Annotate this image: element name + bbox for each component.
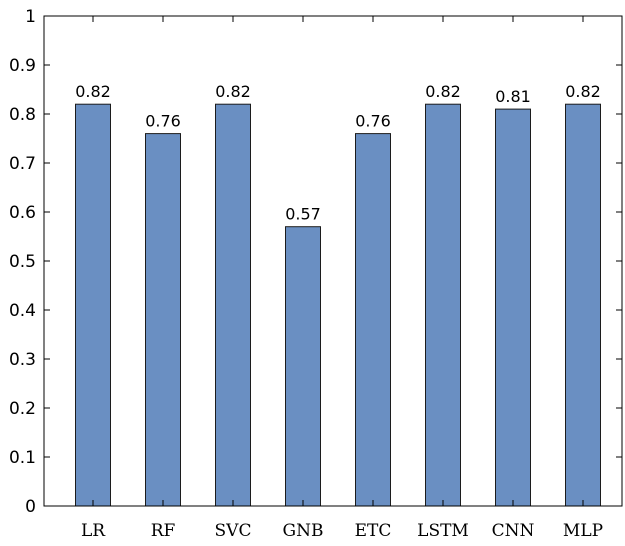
labels-layer: 0 0.1 0.2 0.3 0.4 0.5 0.6 0.7 0.8 0.9 1 LR 0.82 RF 0.7…: [9, 7, 603, 541]
x-tick-label: SVC: [215, 521, 252, 541]
data-label: 0.82: [565, 82, 601, 101]
bar-lr: [75, 103, 111, 507]
bar-rf: [145, 133, 181, 507]
y-tick-label: 0.8: [9, 105, 36, 125]
data-label: 0.76: [355, 112, 391, 131]
x-tick-label: RF: [151, 521, 176, 541]
plot-frame: [43, 15, 623, 507]
bars-layer: [75, 103, 601, 507]
y-tick-label: 0.9: [9, 56, 36, 76]
ticks-layer: [44, 15, 622, 507]
data-label: 0.81: [495, 87, 531, 106]
y-tick-label: 0: [25, 497, 36, 517]
x-tick-label: LSTM: [417, 521, 469, 541]
bar-svc: [215, 103, 251, 507]
y-tick-label: 0.5: [9, 252, 36, 272]
bar-etc: [355, 133, 391, 507]
y-tick-label: 0.2: [9, 399, 36, 419]
bar-gnb: [285, 226, 321, 507]
data-label: 0.82: [215, 82, 251, 101]
x-tick-label: ETC: [355, 521, 392, 541]
y-tick-label: 0.4: [9, 301, 36, 321]
y-tick-label: 0.3: [9, 350, 36, 370]
x-tick-label: LR: [81, 521, 106, 541]
x-tick-label: MLP: [563, 521, 603, 541]
x-tick-label: GNB: [283, 521, 324, 541]
bar-mlp: [565, 103, 601, 507]
bar-cnn: [495, 108, 531, 507]
bar-lstm: [425, 103, 461, 507]
x-tick-label: CNN: [492, 521, 535, 541]
data-label: 0.57: [285, 205, 321, 224]
data-label: 0.76: [145, 112, 181, 131]
y-tick-label: 0.6: [9, 203, 36, 223]
y-tick-label: 0.1: [9, 448, 36, 468]
y-tick-label: 0.7: [9, 154, 36, 174]
y-tick-label: 1: [25, 7, 36, 27]
data-label: 0.82: [425, 82, 461, 101]
data-label: 0.82: [75, 82, 111, 101]
